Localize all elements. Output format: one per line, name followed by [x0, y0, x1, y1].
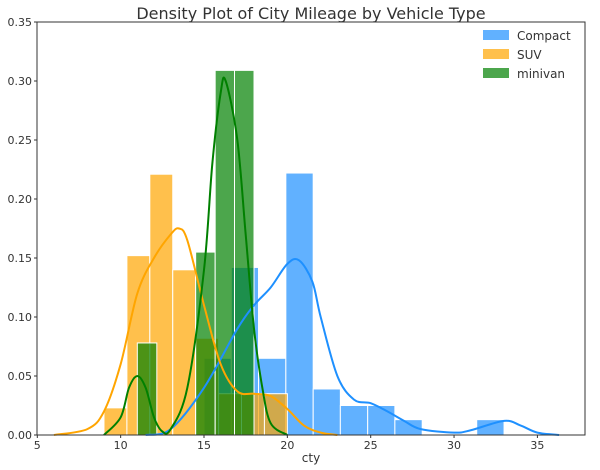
y-tick-label: 0.15: [8, 252, 33, 265]
kde-line-minivan: [103, 76, 288, 436]
histogram-bar-compact: [367, 405, 396, 436]
histogram-bar-compact: [339, 405, 369, 436]
x-axis-label: cty: [302, 451, 320, 465]
x-tick-label: 15: [197, 439, 211, 452]
x-tick-label: 25: [364, 439, 378, 452]
histogram-bar-suv: [172, 269, 197, 436]
legend-label-minivan: minivan: [517, 67, 565, 81]
histogram-bar-minivan: [214, 69, 236, 436]
legend-label-compact: Compact: [517, 29, 571, 43]
kde-line-suv: [53, 227, 338, 436]
y-tick-label: 0.25: [8, 134, 33, 147]
x-tick-label: 30: [447, 439, 461, 452]
legend-swatch-suv: [483, 49, 509, 59]
histogram-bar-minivan: [195, 251, 216, 436]
kde-line-compact: [145, 257, 560, 436]
x-tick-label: 10: [114, 439, 128, 452]
legend-swatch-minivan: [483, 68, 509, 78]
legend-swatch-compact: [483, 30, 509, 40]
y-tick-label: 0.30: [8, 75, 33, 88]
x-tick-label: 20: [280, 439, 294, 452]
x-tick-label: 35: [530, 439, 544, 452]
histogram-bar-compact: [312, 388, 341, 436]
histogram-bar-compact: [285, 172, 314, 436]
histogram-bar-minivan: [234, 69, 255, 436]
y-tick-label: 0.10: [8, 311, 33, 324]
x-tick-label: 5: [34, 439, 41, 452]
y-tick-label: 0.05: [8, 370, 33, 383]
plot-frame: [36, 21, 586, 436]
legend-label-suv: SUV: [517, 48, 542, 62]
y-tick-label: 0.20: [8, 193, 33, 206]
y-tick-label: 0.00: [8, 429, 33, 442]
y-tick-label: 0.35: [8, 16, 33, 29]
chart-title: Density Plot of City Mileage by Vehicle …: [136, 4, 485, 23]
legend: Compact SUV minivan: [483, 29, 571, 81]
